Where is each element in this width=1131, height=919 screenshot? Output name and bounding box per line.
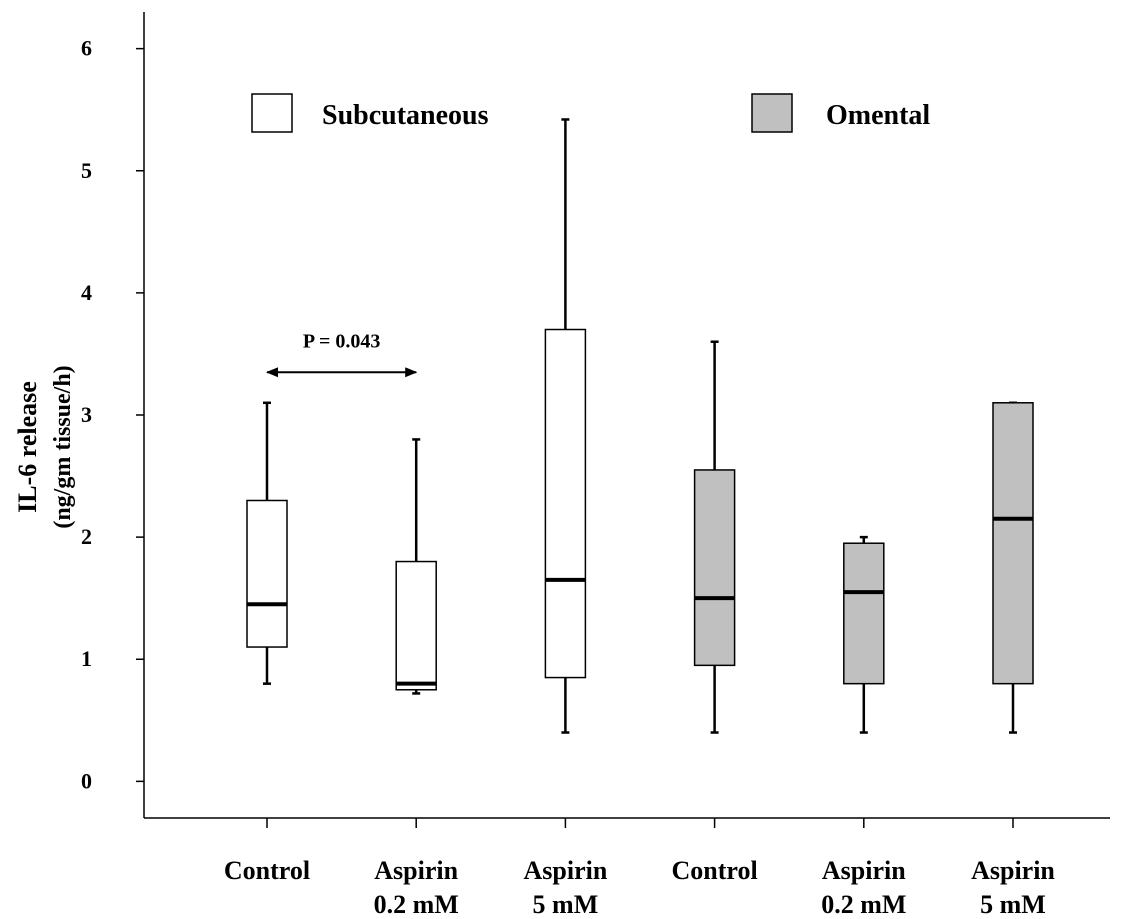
- box-body: [843, 542, 885, 685]
- legend-swatch-subcutaneous: [251, 93, 293, 133]
- box-5: [843, 535, 885, 734]
- y-tick-label: 0: [81, 768, 92, 793]
- box-3: [544, 118, 587, 734]
- legend: Subcutaneous Omental: [251, 93, 930, 133]
- x-tick-label: Aspirin: [971, 856, 1055, 885]
- x-tick-label: Aspirin: [374, 856, 458, 885]
- legend-label-omental: Omental: [826, 100, 930, 131]
- y-axis-units-label: (ng/gm tissue/h): [50, 365, 76, 528]
- box-body: [395, 560, 437, 691]
- boxes: [246, 118, 1034, 734]
- box-1: [246, 401, 288, 685]
- y-tick-label: 3: [81, 402, 92, 427]
- box-4: [693, 340, 736, 734]
- y-tick-label: 1: [81, 646, 92, 671]
- x-tick-label: Control: [671, 856, 757, 885]
- x-tick-label: Aspirin: [523, 856, 607, 885]
- x-tick-label: 5 mM: [980, 890, 1046, 919]
- x-tick-label: Aspirin: [822, 856, 906, 885]
- y-tick-label: 4: [81, 280, 92, 305]
- x-tick-label: 0.2 mM: [374, 890, 459, 919]
- y-axis-label: IL-6 release: [13, 381, 42, 513]
- legend-swatch-omental: [751, 93, 793, 133]
- y-tick-label: 6: [81, 36, 92, 61]
- legend-label-subcutaneous: Subcutaneous: [322, 100, 489, 131]
- y-tick-label: 2: [81, 524, 92, 549]
- y-tick-label: 5: [81, 158, 92, 183]
- x-tick-label: Control: [224, 856, 310, 885]
- box-body: [992, 402, 1034, 685]
- x-tick-label: 0.2 mM: [821, 890, 906, 919]
- box-2: [395, 438, 437, 695]
- axes: 0 1 2 3 4 5 6 IL-6 release (ng/gm tissue/h) Contr…: [13, 12, 1110, 919]
- box-body: [693, 469, 736, 667]
- box-6: [992, 401, 1034, 734]
- annotations: P = 0.043: [266, 330, 418, 378]
- box-body: [246, 499, 288, 648]
- x-tick-label: 5 mM: [533, 890, 599, 919]
- p-value-label: P = 0.043: [303, 330, 381, 352]
- box-body: [544, 328, 587, 679]
